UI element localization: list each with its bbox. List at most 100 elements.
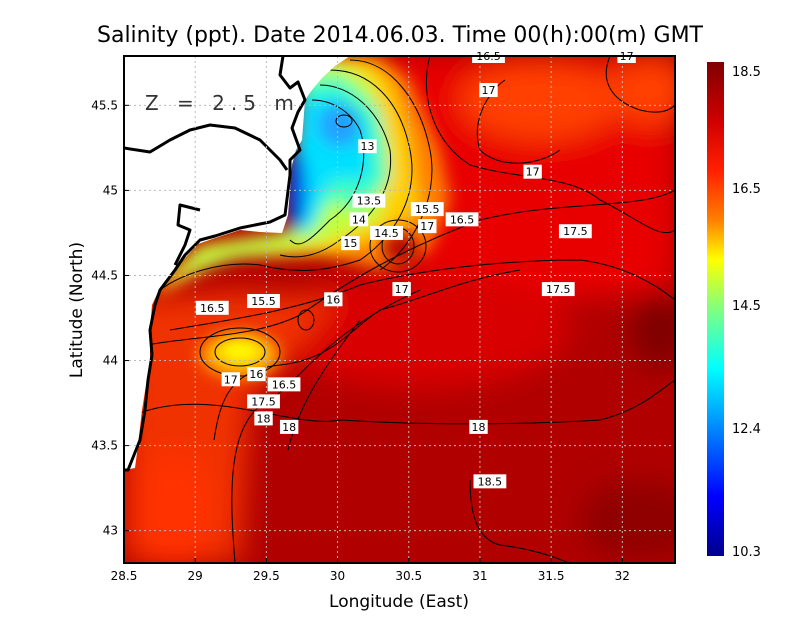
contour-label-text: 18 (282, 421, 296, 434)
contour-label-text: 16 (326, 293, 340, 306)
contour-label-text: 18.5 (478, 475, 503, 488)
contour-label-box (341, 236, 360, 251)
contour-label-text: 17 (224, 373, 238, 386)
x-tick-label: 31 (472, 569, 487, 583)
y-tick-label: 45.5 (91, 98, 118, 112)
contour-label-text: 17 (395, 283, 409, 296)
contour-label-text: 18 (472, 421, 486, 434)
contour-label-text: 15 (343, 237, 357, 250)
contour-label: 17 (418, 219, 437, 234)
contour-label-text: 14 (352, 213, 366, 226)
contour-label: 15.5 (410, 202, 444, 217)
contour-label: 16 (324, 292, 343, 307)
contour-label-text: 17.5 (546, 283, 571, 296)
colorbar-tick-label: 14.5 (732, 299, 761, 314)
y-tick-label: 45 (103, 183, 118, 197)
contour-label-box (479, 83, 498, 98)
y-axis-label: Latitude (North) (67, 242, 87, 378)
contour-labels: 16.5 17 17 13 17 13.5 15.5 16.5 14 17 14.5 15 17.5 17… (195, 49, 636, 489)
x-axis-label: Longitude (East) (329, 592, 469, 612)
contour-label: 16 (247, 367, 266, 382)
colorbar-tick-label: 10.3 (732, 545, 761, 560)
contour-label-box (279, 419, 299, 434)
contour-label-text: 16.5 (450, 213, 475, 226)
contour-label-text: 13.5 (357, 195, 382, 208)
x-tick-label: 30.5 (395, 569, 422, 583)
contour-label: 18 (254, 411, 273, 426)
contour-label: 17 (479, 83, 498, 98)
contour-label: 18.5 (473, 474, 507, 489)
contour-label: 17.5 (558, 224, 592, 239)
x-tick-label: 29.5 (253, 569, 280, 583)
contour-label: 14.5 (370, 225, 403, 240)
contour-label-text: 17 (481, 84, 495, 97)
contour-label-box (254, 411, 273, 426)
contour-label-text: 15.5 (415, 203, 440, 216)
colorbar-tick-label: 18.5 (732, 65, 761, 80)
contour-label: 17 (221, 372, 240, 387)
contour-label: 17.5 (541, 282, 575, 297)
colorbar-tick-label: 12.4 (732, 422, 761, 437)
contour-label: 15 (341, 236, 360, 251)
contour-label: 18 (279, 419, 299, 434)
contour-label-text: 13 (360, 140, 374, 153)
contour-label-box (418, 219, 437, 234)
y-tick-label: 43 (103, 524, 118, 538)
grid-lines (124, 56, 675, 563)
y-tick-label: 44 (103, 354, 118, 368)
contour-label-box (558, 224, 592, 239)
contour-label-text: 18 (257, 412, 271, 425)
contour-label: 18 (469, 419, 488, 434)
contour-label-text: 16.5 (272, 378, 297, 391)
contour-label: 16.5 (195, 300, 229, 315)
contour-label-box (358, 139, 377, 154)
x-tick-label: 29 (188, 569, 203, 583)
contour-label-text: 17 (420, 220, 434, 233)
contour-label-box (221, 372, 240, 387)
coastline (124, 56, 307, 472)
contour-label: 14 (349, 212, 369, 227)
contour-label-text: 17.5 (563, 225, 588, 238)
contour-label-box (392, 282, 411, 297)
contour-label-box (349, 212, 369, 227)
contour-label: 16.5 (267, 377, 301, 392)
contour-label: 13.5 (352, 193, 386, 208)
contour-label-box (469, 419, 488, 434)
contour-label-box (541, 282, 575, 297)
depth-annotation: Z = 2.5 m (145, 91, 300, 115)
contour-label-box (267, 377, 301, 392)
contour-label-box (324, 292, 343, 307)
contour-label-box (247, 293, 280, 308)
plot-frame (123, 55, 676, 564)
colorbar-tick-label: 16.5 (732, 182, 761, 197)
contour-label-box (247, 394, 280, 409)
contour-label-box (410, 202, 444, 217)
contour-label-box (473, 474, 507, 489)
contour-label-text: 16 (249, 368, 263, 381)
contour-label-text: 17 (526, 166, 540, 179)
land-mask (124, 56, 350, 470)
contour-label: 17 (392, 282, 411, 297)
x-tick-label: 30 (330, 569, 345, 583)
y-axis-ticks: 43 43.5 44 44.5 45 45.5 (91, 98, 129, 538)
contour-label-box (247, 367, 266, 382)
x-axis-ticks: 28.5 29 29.5 30 30.5 31 31.5 32 (111, 558, 630, 583)
contour-label: 17.5 (247, 394, 280, 409)
colorbar (707, 62, 724, 556)
contour-label-box (523, 164, 542, 179)
salinity-field (124, 56, 675, 563)
contour-label: 16.5 (445, 212, 479, 227)
contour-label-text: 15.5 (251, 295, 276, 308)
contour-label-box (352, 193, 386, 208)
y-tick-label: 43.5 (91, 439, 118, 453)
contour-label: 13 (358, 139, 377, 154)
chart-title: Salinity (ppt). Date 2014.06.03. Time 00… (97, 23, 704, 48)
x-tick-label: 32 (615, 569, 630, 583)
contour-label-box (195, 300, 229, 315)
contour-label-text: 17.5 (251, 395, 276, 408)
x-tick-label: 28.5 (111, 569, 138, 583)
contour-label: 15.5 (247, 293, 280, 308)
contour-label-text: 16.5 (200, 302, 225, 315)
contour-label-text: 14.5 (374, 227, 399, 240)
